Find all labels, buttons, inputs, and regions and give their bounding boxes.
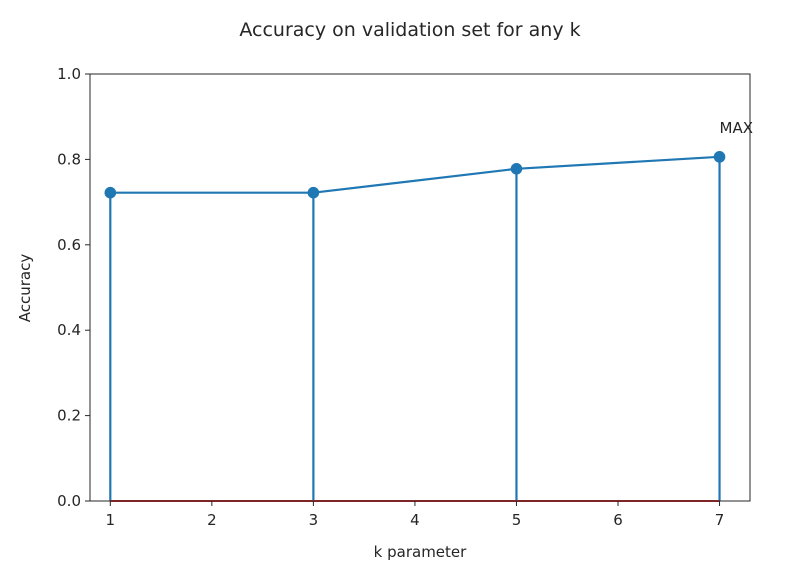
x-tick-label: 3 <box>309 511 319 529</box>
x-tick-label: 2 <box>207 511 217 529</box>
plot-area: MAX <box>104 119 753 502</box>
y-axis-label: Accuracy <box>16 254 34 323</box>
x-tick-label: 6 <box>613 511 623 529</box>
data-point <box>307 186 320 199</box>
x-axis-label: k parameter <box>374 543 467 561</box>
chart-title: Accuracy on validation set for any k <box>239 19 580 41</box>
y-tick-label: 0.4 <box>57 321 81 339</box>
x-tick-label: 5 <box>512 511 522 529</box>
x-tick-label: 1 <box>106 511 116 529</box>
y-tick-label: 0.8 <box>57 150 81 168</box>
annotation-label: MAX <box>720 119 753 137</box>
data-point <box>510 162 523 175</box>
plot-frame <box>89 73 751 502</box>
y-tick-label: 0.0 <box>57 492 81 510</box>
axes: 1 2 3 4 5 6 7 0.0 0.2 0.4 0.6 0.8 1.0 <box>57 65 724 529</box>
data-point <box>104 186 117 199</box>
y-tick-label: 1.0 <box>57 65 81 83</box>
x-tick-label: 7 <box>715 511 725 529</box>
y-tick-label: 0.2 <box>57 407 81 425</box>
data-point <box>713 151 726 163</box>
y-tick-label: 0.6 <box>57 236 81 254</box>
series-line <box>110 155 720 194</box>
x-tick-label: 4 <box>410 511 420 529</box>
